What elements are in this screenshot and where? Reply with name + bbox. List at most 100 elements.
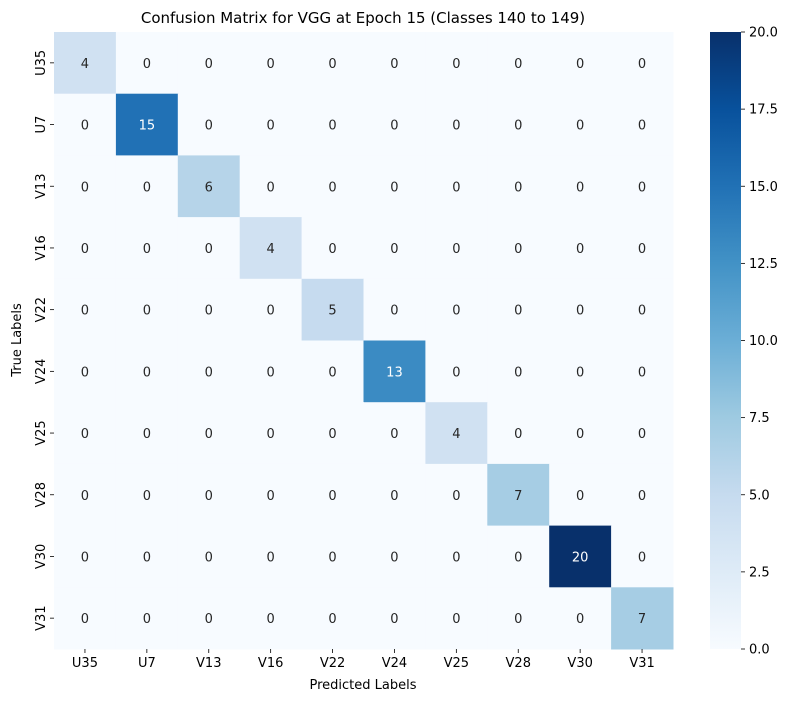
cell-value-label: 0 <box>576 612 584 627</box>
cell-value-label: 0 <box>143 489 151 504</box>
heatmap-cell <box>549 525 612 588</box>
y-tick-label: U7 <box>34 116 49 134</box>
heatmap-cell <box>611 278 674 341</box>
x-tick-label: U35 <box>72 656 98 671</box>
cell-value-label: 0 <box>205 57 213 72</box>
heatmap-cell <box>177 587 241 650</box>
cell-value-label: 4 <box>452 427 460 442</box>
cell-value-label: 0 <box>638 365 646 380</box>
cell-value-label: 0 <box>390 57 398 72</box>
cell-value-label: 0 <box>390 612 398 627</box>
heatmap-cell <box>239 217 303 280</box>
cell-value-label: 0 <box>143 57 151 72</box>
cell-value-label: 7 <box>638 612 646 627</box>
heatmap-cell <box>54 155 117 218</box>
heatmap-cell <box>115 525 179 588</box>
cell-value-label: 5 <box>328 304 336 319</box>
x-tick-label: V16 <box>258 656 283 671</box>
heatmap-cell <box>301 278 364 341</box>
heatmap-cell <box>549 217 612 280</box>
heatmap-cell <box>115 463 179 527</box>
cell-value-label: 0 <box>638 489 646 504</box>
heatmap-cell <box>239 278 303 341</box>
x-tick-label: V25 <box>444 656 469 671</box>
cell-value-label: 0 <box>267 550 275 565</box>
cell-value-label: 0 <box>328 365 336 380</box>
heatmap-cell <box>611 32 674 95</box>
cell-value-label: 0 <box>390 180 398 195</box>
heatmap-cell <box>177 155 241 218</box>
cell-value-label: 0 <box>81 119 89 134</box>
cell-value-label: 0 <box>143 180 151 195</box>
heatmap-cell <box>301 463 364 527</box>
heatmap-cell <box>301 587 364 650</box>
cell-value-label: 7 <box>514 489 522 504</box>
heatmap-cell <box>487 32 550 95</box>
cell-value-label: 13 <box>386 365 403 380</box>
cell-value-label: 0 <box>81 489 89 504</box>
heatmap-cell <box>54 217 117 280</box>
cell-value-label: 0 <box>452 119 460 134</box>
heatmap-cell <box>177 402 241 465</box>
cell-value-label: 0 <box>514 550 522 565</box>
x-tick-label: V24 <box>382 656 407 671</box>
colorbar-tick-label: 7.5 <box>749 411 770 426</box>
heatmap-cell <box>425 93 488 156</box>
cell-value-label: 0 <box>267 304 275 319</box>
x-tick-label: V31 <box>629 656 654 671</box>
heatmap-cell <box>611 463 674 527</box>
cell-value-label: 0 <box>576 119 584 134</box>
heatmap-cell <box>363 278 426 341</box>
heatmap-cell <box>611 217 674 280</box>
y-tick-label: V24 <box>34 359 49 384</box>
heatmap-cell <box>611 587 674 650</box>
heatmap-cell <box>425 402 488 465</box>
heatmap-cell <box>549 587 612 650</box>
cell-value-label: 0 <box>81 612 89 627</box>
heatmap-cell <box>301 525 364 588</box>
colorbar: 0.0 2.5 5.0 7.5 10.0 12.5 15.0 17.5 20.0 <box>710 26 778 658</box>
heatmap-cell <box>363 340 426 403</box>
heatmap-cell <box>301 217 364 280</box>
y-tick-label: U35 <box>34 50 49 76</box>
heatmap-cell <box>115 402 179 465</box>
heatmap-cell <box>239 587 303 650</box>
cell-value-label: 15 <box>139 119 156 134</box>
heatmap-cell <box>611 525 674 588</box>
colorbar-gradient <box>710 32 741 649</box>
colorbar-tick-label: 17.5 <box>749 103 778 118</box>
heatmap-cell <box>425 32 488 95</box>
heatmap-cell <box>425 463 488 527</box>
heatmap-cell <box>177 32 241 95</box>
heatmap-cell <box>363 155 426 218</box>
y-tick-label: V16 <box>34 235 49 260</box>
cell-value-label: 0 <box>205 550 213 565</box>
heatmap-cell <box>549 32 612 95</box>
heatmap-cell <box>487 525 550 588</box>
heatmap-cell <box>239 32 303 95</box>
cell-value-label: 0 <box>576 304 584 319</box>
colorbar-tick-label: 12.5 <box>749 257 778 272</box>
heatmap-cell <box>487 587 550 650</box>
heatmap-cell <box>487 155 550 218</box>
cell-value-label: 0 <box>205 242 213 257</box>
heatmap-cell <box>611 402 674 465</box>
cell-value-label: 4 <box>81 57 89 72</box>
heatmap-cell <box>54 525 117 588</box>
cell-value-label: 0 <box>514 242 522 257</box>
cell-value-label: 0 <box>638 57 646 72</box>
heatmap-cell <box>239 402 303 465</box>
cell-value-label: 0 <box>267 119 275 134</box>
cell-value-label: 0 <box>452 550 460 565</box>
heatmap-cell <box>177 463 241 527</box>
heatmap-cell <box>611 340 674 403</box>
heatmap-cell <box>301 93 364 156</box>
cell-value-label: 0 <box>638 119 646 134</box>
cell-value-label: 0 <box>452 242 460 257</box>
x-tick-label: V22 <box>320 656 345 671</box>
cell-value-label: 0 <box>328 550 336 565</box>
cell-value-label: 0 <box>328 612 336 627</box>
cell-value-label: 0 <box>143 365 151 380</box>
cell-value-label: 0 <box>267 427 275 442</box>
